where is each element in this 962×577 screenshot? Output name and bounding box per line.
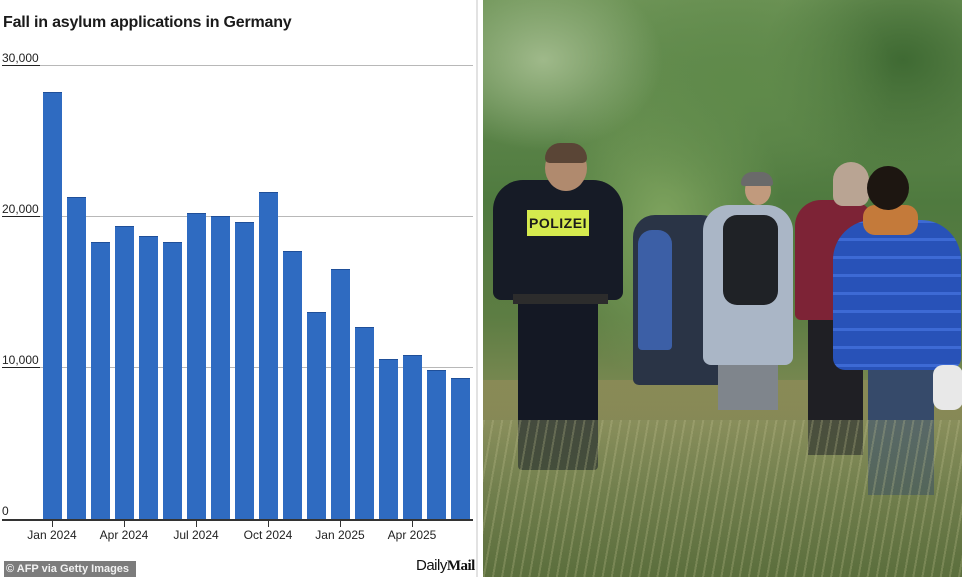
- gridline-30000: [40, 65, 473, 66]
- bar-apr-2025: [403, 355, 422, 519]
- bar-sep-2024: [235, 222, 254, 519]
- chart-panel: Fall in asylum applications in Germany 3…: [0, 0, 478, 577]
- bar-jan-2024: [43, 92, 62, 519]
- x-tick: [412, 520, 413, 527]
- photo-person-blue-jacket-back: [638, 230, 672, 350]
- x-label-oct-2024: Oct 2024: [243, 528, 293, 542]
- photo-backpack: [723, 215, 778, 305]
- bar-jun-2024: [163, 242, 182, 519]
- x-label-jul-2024: Jul 2024: [173, 528, 219, 542]
- polizei-vest-label: POLIZEI: [527, 210, 589, 236]
- bar-jan-2025: [331, 269, 350, 519]
- bar-apr-2024: [115, 226, 134, 519]
- x-label-apr-2024: Apr 2024: [99, 528, 149, 542]
- bar-aug-2024: [211, 216, 230, 519]
- bar-oct-2024: [259, 192, 278, 519]
- logo-mail: Mail: [446, 558, 476, 574]
- photo-police-officer: [493, 180, 623, 300]
- bar-feb-2024: [67, 197, 86, 519]
- photo-credit: © AFP via Getty Images: [4, 561, 137, 577]
- photo-person-blue-puffer-jacket: [833, 220, 961, 370]
- bar-may-2024: [139, 236, 158, 519]
- bar-may-2025: [427, 370, 446, 519]
- photo-plastic-bag: [933, 365, 962, 410]
- bar-mar-2025: [379, 359, 398, 519]
- x-tick: [196, 520, 197, 527]
- y-tick-underline: [2, 65, 40, 66]
- photo-headscarf: [833, 162, 869, 206]
- x-label-jan-2025: Jan 2025: [315, 528, 365, 542]
- y-tick-0: 0: [2, 504, 9, 518]
- x-label-jan-2024: Jan 2024: [27, 528, 77, 542]
- gridline-10000: [40, 367, 473, 368]
- photo-person-legs: [718, 360, 778, 410]
- photo-cap: [741, 172, 773, 186]
- y-tick-10000: 10,000: [2, 353, 39, 367]
- x-tick: [124, 520, 125, 527]
- bar-mar-2024: [91, 242, 110, 519]
- bar-nov-2024: [283, 251, 302, 519]
- photo-orange-hood: [863, 205, 918, 235]
- news-photo: POLIZEI: [483, 0, 962, 577]
- photo-grass: [483, 420, 962, 577]
- x-tick: [268, 520, 269, 527]
- bar-chart: 30,000 20,000 10,000 0 Jan 2024 Apr 2024…: [0, 0, 478, 577]
- x-label-apr-2025: Apr 2025: [387, 528, 437, 542]
- photo-head: [867, 166, 909, 210]
- y-tick-30000: 30,000: [2, 51, 39, 65]
- bar-feb-2025: [355, 327, 374, 519]
- photo-officer-hair: [545, 143, 587, 163]
- y-tick-20000: 20,000: [2, 202, 39, 216]
- bar-jul-2024: [187, 213, 206, 519]
- bar-jun-2025: [451, 378, 470, 519]
- x-tick: [52, 520, 53, 527]
- x-tick: [340, 520, 341, 527]
- chart-title: Fall in asylum applications in Germany: [3, 14, 292, 31]
- bar-dec-2024: [307, 312, 326, 519]
- logo-daily: Daily: [416, 557, 447, 574]
- y-tick-underline: [2, 367, 40, 368]
- gridline-20000: [40, 216, 473, 217]
- x-axis-baseline: [2, 519, 473, 521]
- photo-duty-belt: [513, 294, 608, 304]
- daily-mail-logo: DailyMail: [416, 557, 475, 575]
- y-tick-underline: [2, 216, 40, 217]
